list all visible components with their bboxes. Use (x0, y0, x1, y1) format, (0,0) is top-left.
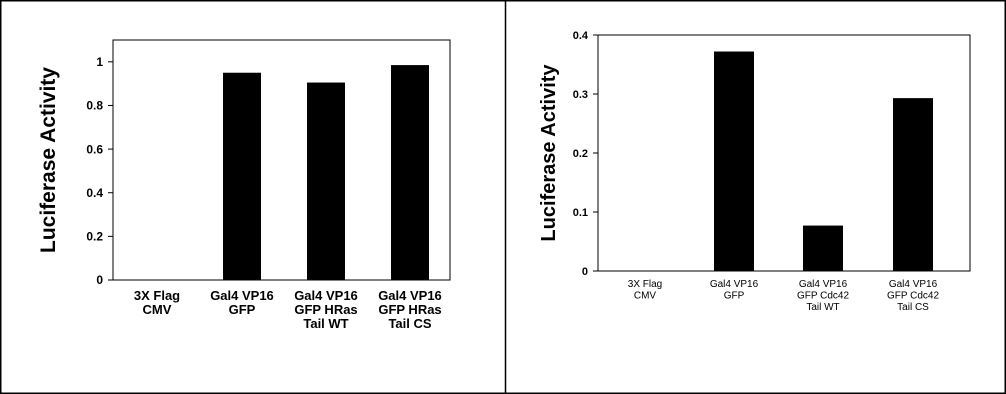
category-label: Gal4 VP16 (294, 288, 358, 303)
y-tick-label: 0.4 (573, 30, 589, 42)
y-axis-label: Luciferase Activity (37, 67, 60, 253)
y-tick-label: 1 (96, 55, 103, 69)
bar (307, 82, 345, 280)
bar (803, 225, 843, 271)
category-label: 3X Flag (134, 288, 180, 303)
category-label: Gal4 VP16 (799, 279, 848, 290)
category-label: GFP (724, 291, 745, 302)
right-chart: 0 0.1 0.2 0.3 0.4 Luciferase Activity 3X FlagC… (538, 30, 971, 313)
category-label: GFP Cdc42 (797, 291, 849, 302)
category-label: Tail CS (897, 302, 929, 313)
category-label: GFP (229, 302, 256, 317)
bar (714, 51, 754, 271)
category-label: Tail WT (806, 302, 839, 313)
y-tick-label: 0.6 (86, 142, 103, 156)
category-label: Gal4 VP16 (210, 288, 274, 303)
y-tick-label: 0 (96, 273, 103, 287)
y-tick-label: 0.4 (86, 186, 103, 200)
category-label: Tail CS (388, 316, 431, 331)
category-label: GFP Cdc42 (887, 291, 939, 302)
category-label: Gal4 VP16 (378, 288, 442, 303)
bar (223, 72, 261, 281)
y-tick-label: 0.8 (86, 99, 103, 113)
y-tick-label: 0.1 (573, 207, 588, 219)
y-tick-label: 0.2 (86, 230, 103, 244)
category-label: Gal4 VP16 (889, 279, 938, 290)
y-tick-label: 0 (582, 266, 588, 278)
bar (391, 65, 429, 280)
bar (893, 98, 933, 271)
category-label: 3X Flag (628, 279, 662, 290)
y-axis-label: Luciferase Activity (538, 64, 560, 242)
category-label: CMV (634, 291, 657, 302)
left-chart: 0 0.2 0.4 0.6 0.8 1 Luciferase Activity 3X Flag… (37, 39, 451, 331)
category-label: Gal4 VP16 (710, 279, 759, 290)
plot-area-frame (112, 39, 451, 281)
y-tick-label: 0.2 (573, 148, 588, 160)
category-label: CMV (143, 302, 172, 317)
category-label: Tail WT (303, 316, 348, 331)
category-label: GFP HRas (378, 302, 441, 317)
y-tick-label: 0.3 (573, 89, 588, 101)
category-label: GFP HRas (294, 302, 357, 317)
